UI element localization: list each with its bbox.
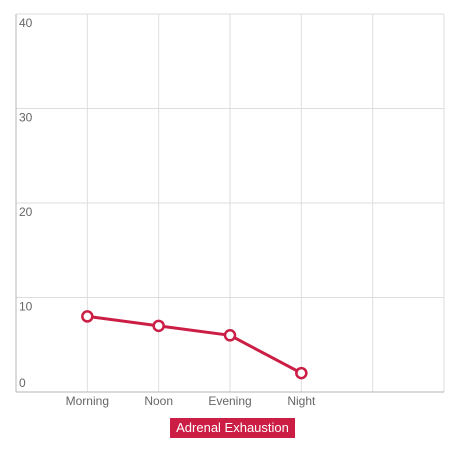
- x-tick-label-evening: Evening: [208, 394, 251, 408]
- series-layer: [81, 310, 308, 380]
- x-tick-label-morning: Morning: [66, 394, 109, 408]
- y-tick-labels: 0 10 20 30 40: [19, 16, 33, 390]
- data-point-noon[interactable]: [152, 319, 165, 333]
- y-tick-label: 10: [19, 300, 33, 314]
- legend-item-adrenal-exhaustion[interactable]: Adrenal Exhaustion: [170, 418, 295, 438]
- y-tick-label: 20: [19, 205, 33, 219]
- grid-lines: [16, 13, 445, 392]
- data-point-night[interactable]: [295, 366, 308, 380]
- y-tick-label: 40: [19, 16, 33, 30]
- axes: [15, 14, 444, 393]
- legend: Adrenal Exhaustion: [0, 418, 465, 438]
- x-tick-label-noon: Noon: [144, 394, 173, 408]
- data-point-morning[interactable]: [81, 310, 94, 323]
- x-tick-labels: Morning Noon Evening Night: [66, 394, 316, 408]
- data-point-evening[interactable]: [223, 329, 237, 342]
- y-tick-label: 0: [19, 376, 26, 390]
- x-tick-label-night: Night: [287, 394, 316, 408]
- series-line: [85, 314, 303, 375]
- y-tick-label: 30: [19, 111, 33, 125]
